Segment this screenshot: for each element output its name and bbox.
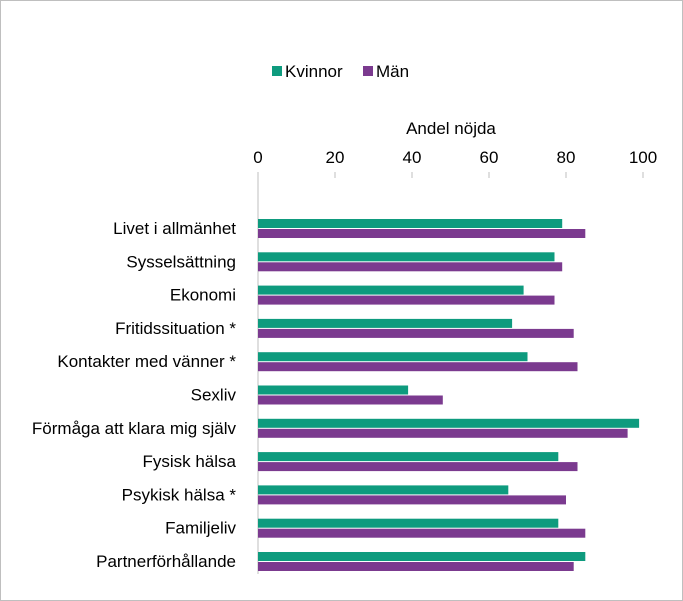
bar-partnerforhallande-kvinnor bbox=[258, 552, 586, 561]
legend: Kvinnor Män bbox=[272, 62, 409, 81]
bar-fysisk-halsa-man bbox=[258, 462, 578, 472]
category-label-fritidssituation: Fritidssituation * bbox=[115, 319, 236, 338]
x-tick-label-0: 0 bbox=[253, 148, 262, 167]
x-tick-label-20: 20 bbox=[326, 148, 345, 167]
bar-psykisk-halsa-man bbox=[258, 495, 566, 505]
x-tick-label-40: 40 bbox=[403, 148, 422, 167]
legend-label-man: Män bbox=[376, 62, 409, 81]
category-label-formaga-att-klara-mig-sjalv: Förmåga att klara mig själv bbox=[32, 419, 237, 438]
bar-sexliv-kvinnor bbox=[258, 385, 409, 395]
category-label-fysisk-halsa: Fysisk hälsa bbox=[142, 452, 236, 471]
bar-formaga-att-klara-mig-sjalv-kvinnor bbox=[258, 418, 640, 428]
x-axis-title: Andel nöjda bbox=[406, 119, 496, 138]
category-label-sysselsattning: Sysselsättning bbox=[126, 252, 236, 271]
bar-partnerforhallande-man bbox=[258, 562, 574, 571]
bar-ekonomi-kvinnor bbox=[258, 285, 524, 295]
category-label-psykisk-halsa: Psykisk hälsa * bbox=[122, 485, 237, 504]
bar-fritidssituation-man bbox=[258, 328, 574, 338]
bar-fysisk-halsa-kvinnor bbox=[258, 452, 559, 462]
x-tick-label-60: 60 bbox=[480, 148, 499, 167]
bar-kontakter-med-vanner-man bbox=[258, 362, 578, 372]
bar-sysselsattning-kvinnor bbox=[258, 252, 555, 262]
bar-sexliv-man bbox=[258, 395, 443, 405]
x-tick-label-100: 100 bbox=[629, 148, 657, 167]
bar-kontakter-med-vanner-kvinnor bbox=[258, 352, 528, 362]
bar-livet-i-allmanhet-kvinnor bbox=[258, 219, 563, 228]
bar-sysselsattning-man bbox=[258, 262, 563, 272]
category-label-partnerforhallande: Partnerförhållande bbox=[96, 552, 236, 571]
bar-familjeliv-man bbox=[258, 528, 586, 538]
legend-swatch-man bbox=[363, 66, 373, 76]
bar-ekonomi-man bbox=[258, 295, 555, 305]
bars bbox=[258, 219, 640, 571]
category-label-familjeliv: Familjeliv bbox=[165, 519, 236, 538]
bar-familjeliv-kvinnor bbox=[258, 518, 559, 528]
bar-livet-i-allmanhet-man bbox=[258, 229, 586, 238]
legend-label-kvinnor: Kvinnor bbox=[285, 62, 343, 81]
bar-psykisk-halsa-kvinnor bbox=[258, 485, 509, 495]
bar-formaga-att-klara-mig-sjalv-man bbox=[258, 428, 628, 438]
category-label-sexliv: Sexliv bbox=[191, 386, 237, 405]
category-label-kontakter-med-vanner: Kontakter med vänner * bbox=[57, 352, 236, 371]
legend-swatch-kvinnor bbox=[272, 66, 282, 76]
category-labels: Livet i allmänhet Sysselsättning Ekonomi Fr… bbox=[32, 219, 237, 571]
category-label-livet-i-allmanhet: Livet i allmänhet bbox=[113, 219, 236, 238]
bar-fritidssituation-kvinnor bbox=[258, 318, 513, 328]
x-tick-label-80: 80 bbox=[557, 148, 576, 167]
category-label-ekonomi: Ekonomi bbox=[170, 286, 236, 305]
x-axis-ticks: 0 20 40 60 80 100 bbox=[253, 148, 657, 178]
